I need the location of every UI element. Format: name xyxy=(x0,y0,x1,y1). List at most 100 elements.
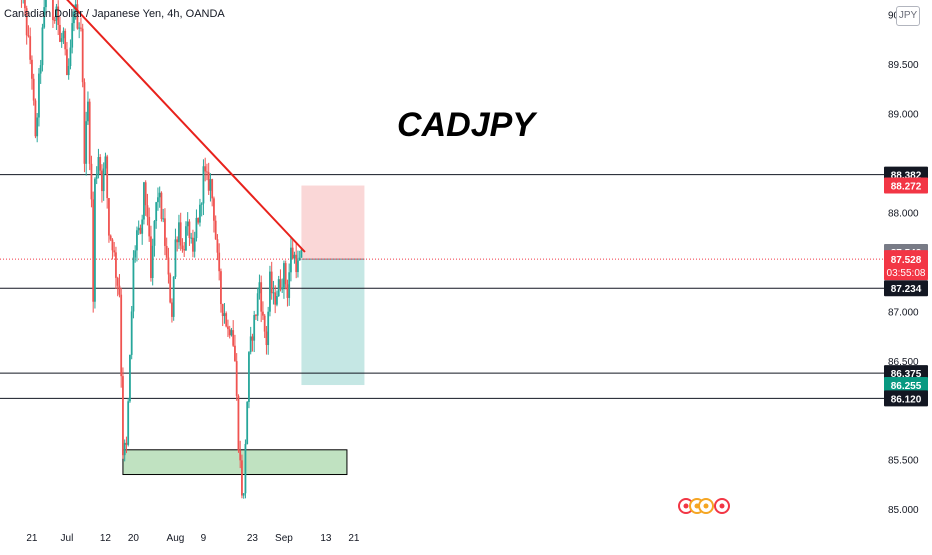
candle-body xyxy=(249,336,252,353)
candle-body xyxy=(253,315,256,341)
price-axis-label: 87.234 xyxy=(891,284,922,295)
candle-body xyxy=(155,202,158,222)
candle-body xyxy=(179,222,182,246)
candle-body xyxy=(38,73,40,118)
candle-body xyxy=(183,248,186,251)
candle-body xyxy=(216,239,219,253)
candle-body xyxy=(59,24,61,42)
x-tick-label: 13 xyxy=(320,533,332,544)
candle-body xyxy=(73,11,75,24)
candle-body xyxy=(176,239,179,243)
candle-body xyxy=(39,65,42,74)
last-price-label: 87.528 xyxy=(891,255,922,266)
candle-body xyxy=(272,292,275,294)
position-stop-zone[interactable] xyxy=(301,185,365,260)
x-tick-label: Jul xyxy=(61,533,74,544)
candle-body xyxy=(129,354,131,402)
candle-body xyxy=(193,238,196,252)
candle-body xyxy=(69,47,72,66)
price-axis-label-bg xyxy=(884,177,928,194)
candle-body xyxy=(153,221,156,246)
candle-body xyxy=(122,376,124,456)
position-target-zone[interactable] xyxy=(301,259,365,386)
candle-body xyxy=(67,65,70,76)
candle-body xyxy=(269,271,271,312)
candle-body xyxy=(172,276,175,317)
candle-body xyxy=(221,304,224,317)
currency-button[interactable]: JPY xyxy=(896,6,920,26)
candle-body xyxy=(31,59,33,79)
x-tick-label: 21 xyxy=(348,533,360,544)
candle-body xyxy=(88,101,91,164)
candle-body xyxy=(274,292,277,305)
candle-body xyxy=(32,78,35,101)
candle-body xyxy=(139,227,142,234)
candle-body xyxy=(130,311,133,355)
candle-body xyxy=(109,235,112,240)
candle-body xyxy=(115,252,117,278)
candle-body xyxy=(95,174,98,179)
candle-body xyxy=(106,156,109,199)
candle-body xyxy=(286,284,289,298)
candle-body xyxy=(228,329,231,336)
y-tick-label: 89.500 xyxy=(888,60,919,71)
candle-body xyxy=(241,460,243,496)
candle-body xyxy=(157,197,159,203)
candle-body xyxy=(83,82,86,164)
candle-body xyxy=(53,20,56,22)
candle-body xyxy=(213,198,215,221)
candle-body xyxy=(270,271,273,294)
candle-body xyxy=(169,274,172,303)
candle-body xyxy=(220,271,222,305)
candle-body xyxy=(118,285,121,295)
candle-body xyxy=(160,192,163,219)
countdown-label: 03:55:08 xyxy=(887,268,926,279)
candle-body xyxy=(41,27,44,66)
candle-body xyxy=(43,7,46,28)
candle-body xyxy=(276,296,278,305)
trendline[interactable] xyxy=(18,0,306,253)
y-tick-label: 88.000 xyxy=(888,208,919,219)
candle-body xyxy=(209,179,212,191)
price-axis-label-bg xyxy=(884,280,928,297)
candle-body xyxy=(148,216,151,237)
x-tick-label: Aug xyxy=(167,533,185,544)
candle-body xyxy=(256,293,259,316)
candle-body xyxy=(146,205,149,217)
candle-body xyxy=(71,23,74,48)
candle-body xyxy=(144,182,147,206)
x-tick-label: Sep xyxy=(275,533,293,544)
candle-body xyxy=(113,250,116,253)
candle-body xyxy=(143,182,145,220)
candle-body xyxy=(232,330,235,346)
candle-body xyxy=(192,237,194,252)
candle-body xyxy=(206,171,208,173)
candle-body xyxy=(165,245,168,258)
candle-body xyxy=(246,401,249,444)
candle-body xyxy=(188,221,191,238)
candle-body xyxy=(207,172,210,191)
candle-body xyxy=(127,401,130,445)
y-tick-label: 86.500 xyxy=(888,357,919,368)
candle-body xyxy=(25,8,28,36)
price-axis-label: 86.255 xyxy=(891,381,922,392)
y-tick-label: 89.000 xyxy=(888,110,919,121)
candle-body xyxy=(104,156,107,169)
candle-body xyxy=(214,220,217,240)
candle-body xyxy=(300,249,303,258)
price-axis-label-bg xyxy=(884,377,928,394)
candle-body xyxy=(151,245,154,278)
candle-body xyxy=(244,443,247,494)
candle-body xyxy=(97,156,100,175)
price-axis-label: 86.120 xyxy=(891,394,922,405)
x-tick-label: 20 xyxy=(128,533,140,544)
demand-zone-box[interactable] xyxy=(122,449,348,476)
candle-body xyxy=(150,236,152,278)
event-marker-dot-icon xyxy=(719,503,725,509)
x-tick-label: 12 xyxy=(100,533,112,544)
candle-body xyxy=(265,331,268,346)
candle-body xyxy=(181,245,184,249)
candle-body xyxy=(279,279,282,290)
